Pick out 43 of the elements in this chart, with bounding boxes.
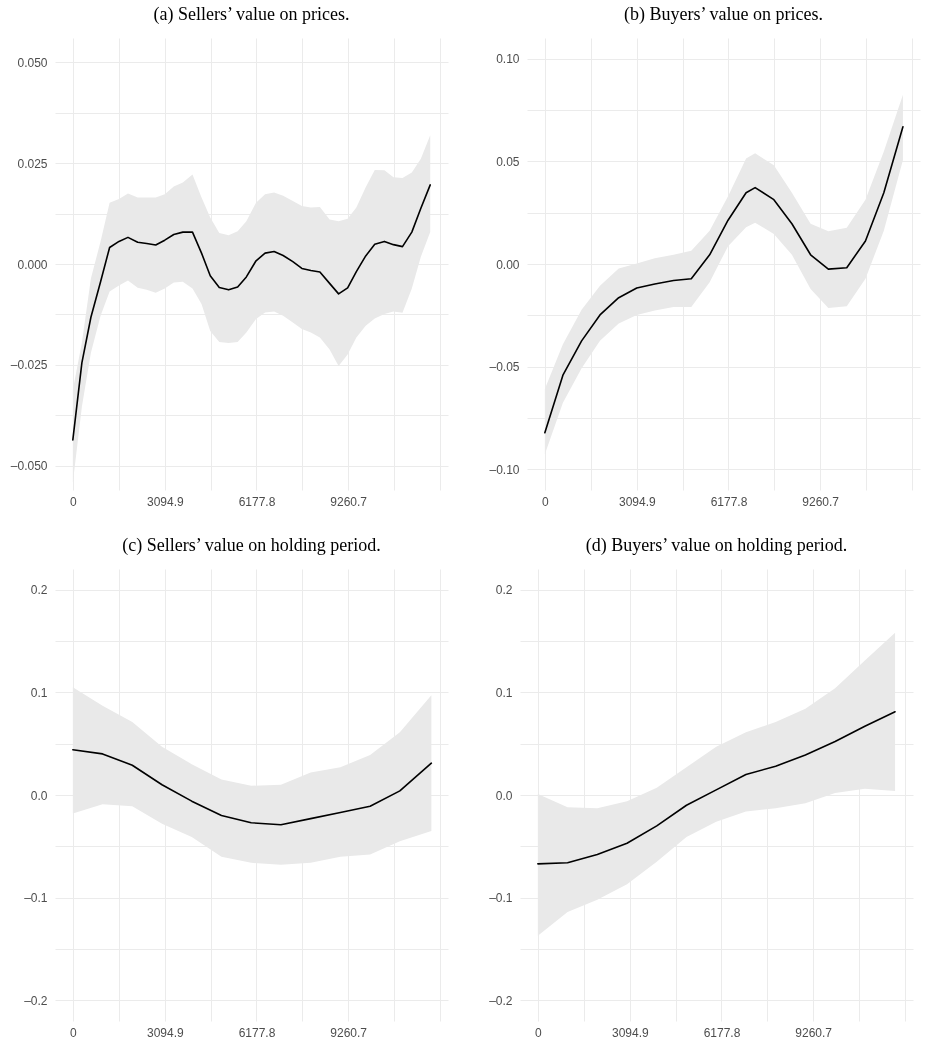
y-tick-label: –0.025 <box>10 358 48 373</box>
x-tick-label: 6177.8 <box>238 494 276 509</box>
chart-title: (c) Sellers’ value on holding period. <box>122 535 381 556</box>
y-tick-label: 0.000 <box>17 257 48 272</box>
y-tick-label: 0.10 <box>496 52 520 67</box>
x-tick-label: 3094.9 <box>146 1025 185 1040</box>
y-tick-label: 0.1 <box>30 685 48 700</box>
line-series <box>72 184 432 441</box>
y-tick-label: –0.10 <box>489 462 520 477</box>
x-tick-label: 6177.8 <box>703 1025 741 1040</box>
y-tick-label: 0.0 <box>495 788 513 803</box>
x-tick-label: 6177.8 <box>238 1025 276 1040</box>
x-tick-label: 9260.7 <box>795 1025 833 1040</box>
chart-title: (b) Buyers’ value on prices. <box>623 4 824 25</box>
y-tick-label: –0.2 <box>489 993 513 1008</box>
y-tick-label: –0.1 <box>489 891 513 906</box>
x-tick-label: 6177.8 <box>710 494 748 509</box>
y-tick-label: –0.2 <box>24 993 48 1008</box>
x-tick-label: 3094.9 <box>611 1025 650 1040</box>
x-tick-label: 0 <box>541 494 549 509</box>
chart-title: (a) Sellers’ value on prices. <box>153 4 350 25</box>
x-tick-label: 9260.7 <box>330 1025 368 1040</box>
x-tick-label: 0 <box>534 1025 542 1040</box>
x-tick-label: 9260.7 <box>802 494 840 509</box>
y-tick-label: 0.2 <box>495 583 513 598</box>
y-tick-label: 0.0 <box>30 788 48 803</box>
y-tick-label: 0.1 <box>495 685 513 700</box>
y-tick-label: –0.1 <box>24 891 48 906</box>
y-tick-label: 0.2 <box>30 583 48 598</box>
x-tick-label: 3094.9 <box>618 494 657 509</box>
x-tick-label: 0 <box>69 494 77 509</box>
chart-title: (d) Buyers’ value on holding period. <box>585 535 848 556</box>
x-tick-label: 0 <box>69 1025 77 1040</box>
line-series <box>537 710 896 865</box>
y-tick-label: 0.025 <box>17 156 48 171</box>
y-tick-label: –0.05 <box>489 360 520 375</box>
y-tick-label: 0.05 <box>496 154 520 169</box>
line-series <box>72 749 433 826</box>
x-tick-label: 9260.7 <box>330 494 368 509</box>
y-tick-label: 0.00 <box>496 257 520 272</box>
y-tick-label: –0.050 <box>10 459 48 474</box>
x-tick-label: 3094.9 <box>146 494 185 509</box>
y-tick-label: 0.050 <box>17 55 48 70</box>
